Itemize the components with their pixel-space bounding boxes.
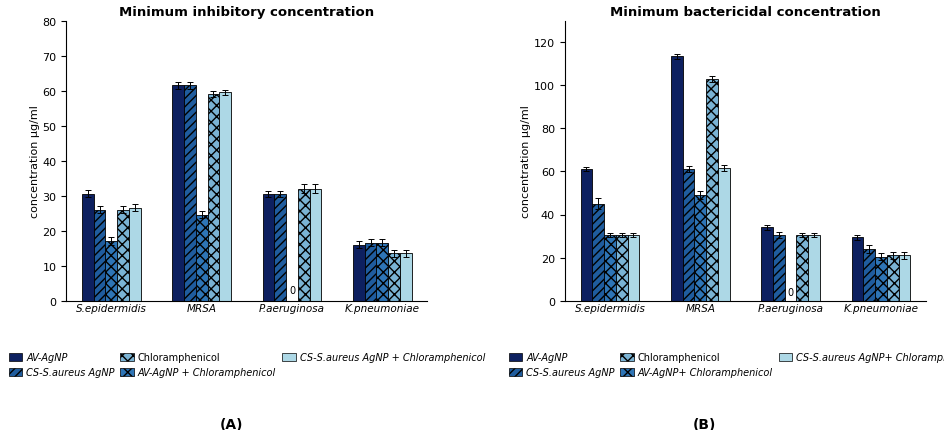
Bar bbox=[117, 210, 128, 301]
Text: 0: 0 bbox=[289, 286, 295, 296]
Title: Minimum bactericidal concentration: Minimum bactericidal concentration bbox=[610, 6, 880, 19]
Bar bbox=[128, 209, 141, 301]
Bar bbox=[898, 256, 909, 301]
Bar bbox=[796, 236, 807, 301]
Bar bbox=[885, 256, 898, 301]
Legend: AV-AgNP, CS-S.aureus AgNP, Chloramphenicol, AV-AgNP+ Chloramphenicol, CS-S.aureu: AV-AgNP, CS-S.aureus AgNP, Chloramphenic… bbox=[506, 350, 944, 379]
Title: Minimum inhibitory concentration: Minimum inhibitory concentration bbox=[119, 6, 374, 19]
Bar bbox=[807, 236, 819, 301]
Bar bbox=[376, 243, 388, 301]
Bar bbox=[82, 194, 93, 301]
Bar bbox=[388, 254, 399, 301]
Legend: AV-AgNP, CS-S.aureus AgNP, Chloramphenicol, AV-AgNP + Chloramphenicol, CS-S.aure: AV-AgNP, CS-S.aureus AgNP, Chloramphenic… bbox=[7, 350, 486, 379]
Bar bbox=[172, 86, 184, 301]
Bar bbox=[863, 249, 874, 301]
Bar bbox=[694, 196, 705, 301]
Bar bbox=[262, 194, 274, 301]
Bar bbox=[274, 194, 286, 301]
Y-axis label: concentration µg/ml: concentration µg/ml bbox=[29, 105, 40, 218]
Bar bbox=[717, 169, 729, 301]
Bar bbox=[627, 236, 639, 301]
Bar bbox=[761, 228, 772, 301]
Bar bbox=[399, 254, 412, 301]
Bar bbox=[208, 95, 219, 301]
Bar bbox=[592, 204, 603, 301]
Text: (A): (A) bbox=[220, 417, 243, 430]
Bar bbox=[874, 257, 885, 301]
Text: 0: 0 bbox=[786, 288, 793, 298]
Bar bbox=[705, 80, 717, 301]
Bar bbox=[184, 86, 195, 301]
Text: (B): (B) bbox=[692, 417, 715, 430]
Bar bbox=[615, 236, 627, 301]
Bar bbox=[297, 189, 310, 301]
Bar bbox=[352, 245, 364, 301]
Bar bbox=[682, 170, 694, 301]
Bar bbox=[580, 170, 592, 301]
Bar bbox=[364, 243, 376, 301]
Bar bbox=[603, 236, 615, 301]
Bar bbox=[851, 237, 863, 301]
Y-axis label: concentration µg/ml: concentration µg/ml bbox=[520, 105, 531, 218]
Bar bbox=[219, 93, 230, 301]
Bar bbox=[93, 210, 106, 301]
Bar bbox=[670, 57, 682, 301]
Bar bbox=[772, 236, 784, 301]
Bar bbox=[195, 215, 208, 301]
Bar bbox=[106, 242, 117, 301]
Bar bbox=[310, 189, 321, 301]
